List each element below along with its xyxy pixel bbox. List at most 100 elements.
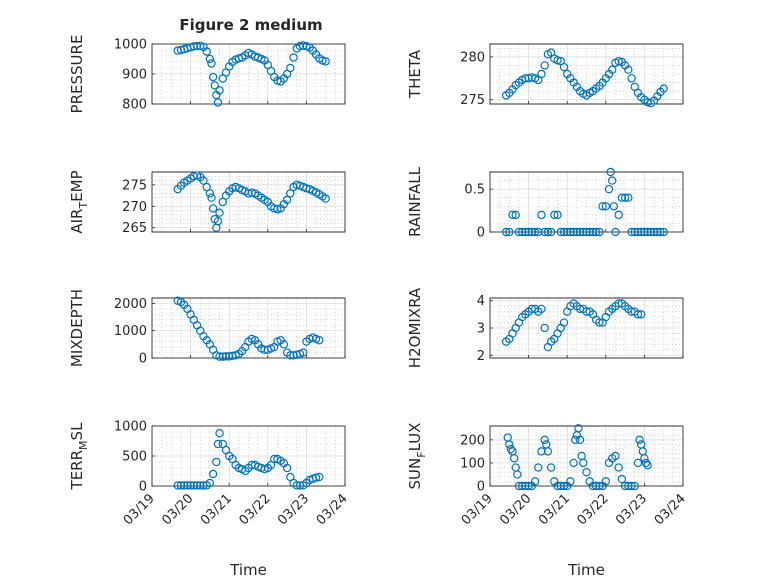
data-point: [208, 72, 218, 82]
data-point: [559, 318, 569, 327]
y-tick-label: 1000: [114, 38, 147, 53]
data-point: [546, 227, 556, 237]
y-tick-label: 0: [139, 480, 147, 495]
data-point: [279, 340, 289, 349]
data-point: [588, 481, 598, 491]
data-point: [192, 481, 202, 490]
data-point: [633, 227, 643, 237]
data-point: [207, 193, 216, 202]
data-point: [218, 352, 227, 361]
data-point: [295, 41, 305, 51]
y-axis-label-subscript: T: [77, 202, 90, 210]
data-point: [641, 458, 651, 468]
data-point: [173, 481, 182, 490]
data-point: [624, 481, 633, 491]
data-point: [569, 458, 578, 468]
y-axis-label-main: PRESSURE: [68, 35, 86, 114]
y-axis-label-tail: EMP: [68, 170, 86, 201]
data-point: [630, 481, 639, 491]
data-point: [609, 202, 619, 211]
data-point: [511, 210, 520, 220]
y-tick-label: 3: [477, 322, 485, 337]
data-point: [298, 348, 308, 357]
data-point: [591, 481, 601, 491]
data-point: [530, 227, 540, 237]
data-point: [196, 481, 205, 490]
data-point: [292, 481, 301, 490]
data-point: [540, 435, 549, 445]
data-point: [224, 352, 234, 361]
y-axis-label-tail: SL: [68, 422, 86, 441]
data-point: [595, 481, 604, 491]
subplot-2: 275 280 THETA: [406, 43, 684, 108]
x-axis-label: Time: [567, 561, 605, 579]
axes-box: [489, 425, 684, 487]
y-axis-label-subscript: M: [77, 440, 90, 450]
y-axis-label-subscript: F: [415, 451, 428, 457]
y-axis-label-tail: LUX: [406, 423, 424, 452]
data-point: [521, 481, 530, 491]
data-point: [649, 227, 659, 237]
data-point: [635, 435, 644, 445]
data-point: [575, 435, 585, 445]
data-point: [517, 227, 527, 237]
data-point: [591, 227, 601, 237]
data-point: [617, 193, 627, 202]
data-point: [218, 197, 227, 207]
subplot-6: 2 3 4 H2OMIXRA: [406, 287, 684, 368]
data-point: [212, 457, 221, 467]
y-tick-label: 500: [122, 450, 147, 465]
data-point: [566, 227, 575, 237]
data-point: [534, 227, 543, 237]
data-point: [614, 463, 623, 472]
data-point: [627, 74, 636, 83]
data-point: [550, 210, 559, 220]
y-tick-label: 275: [122, 178, 147, 193]
data-point: [620, 481, 630, 491]
data-point: [614, 56, 623, 66]
data-point: [514, 481, 524, 491]
figure-title: Figure 2 medium: [179, 16, 322, 34]
data-point: [540, 323, 549, 333]
data-point: [556, 227, 565, 237]
data-point: [321, 194, 330, 203]
data-point: [643, 227, 652, 237]
data-point: [321, 57, 330, 66]
data-point: [540, 61, 549, 70]
y-tick-label: 0: [477, 226, 485, 241]
data-point: [537, 210, 546, 220]
data-point: [244, 189, 253, 198]
data-point: [524, 481, 533, 491]
data-point: [524, 74, 533, 83]
data-point: [598, 202, 607, 211]
data-point: [585, 227, 594, 237]
data-point: [315, 336, 324, 345]
data-point: [608, 65, 617, 74]
data-point: [189, 481, 199, 490]
y-axis-label-main: THETA: [406, 49, 424, 99]
data-point: [630, 227, 639, 237]
y-tick-label: 270: [122, 200, 147, 215]
data-point: [559, 227, 569, 237]
y-axis-label: RAINFALL: [406, 166, 424, 237]
data-point: [509, 454, 519, 463]
data-point: [183, 481, 192, 490]
data-point: [608, 176, 617, 185]
data-point: [311, 473, 321, 482]
data-point: [208, 204, 218, 213]
y-axis-label: MIXDEPTH: [68, 289, 86, 367]
data-point: [537, 69, 546, 79]
data-point: [199, 176, 208, 185]
data-point: [572, 227, 582, 237]
data-point: [579, 458, 588, 468]
data-point: [640, 454, 649, 463]
data-point: [611, 227, 620, 237]
subplot-5: 0 1000 2000 MIXDEPTH: [68, 289, 346, 367]
data-point: [517, 481, 527, 491]
data-point: [286, 189, 295, 198]
y-axis-label-main: AIR: [68, 209, 86, 234]
data-point: [611, 451, 620, 461]
data-point: [646, 227, 656, 237]
